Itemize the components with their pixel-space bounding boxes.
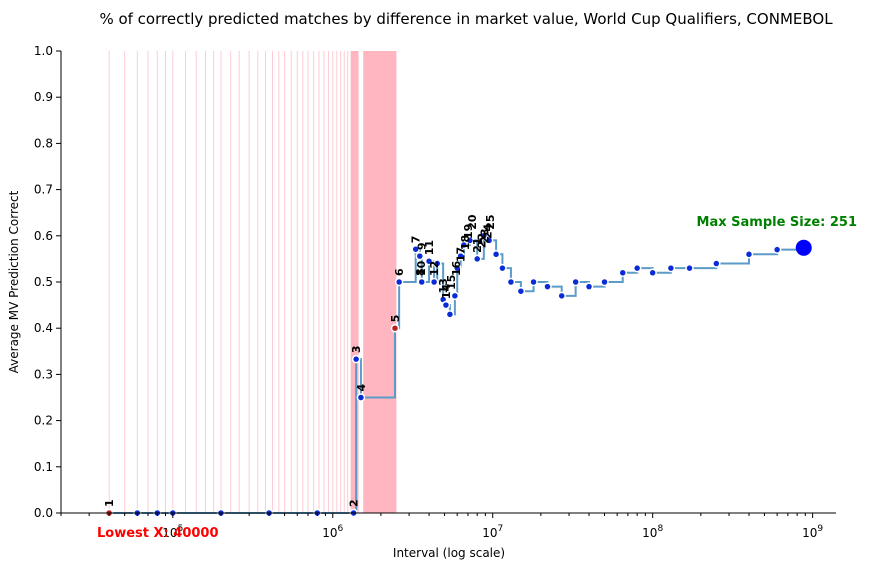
data-point: [351, 354, 361, 364]
index-label: 25: [484, 214, 497, 229]
data-point: [491, 250, 501, 259]
data-point: [557, 291, 566, 301]
data-point: [432, 259, 442, 268]
index-label: 24: [482, 223, 495, 239]
data-point: [441, 300, 451, 310]
data-point: [685, 263, 694, 273]
data-point: [498, 263, 507, 273]
index-label: 15: [445, 275, 458, 290]
y-tick-label: 0.1: [34, 460, 53, 474]
index-label: 6: [393, 268, 406, 276]
data-point: [452, 263, 462, 273]
index-labels: 1 234567891011121314151617181920212223242…: [103, 214, 497, 507]
index-label: 14: [440, 283, 453, 299]
data-point: [584, 282, 594, 291]
y-tick-label: 0.3: [34, 367, 53, 381]
data-point: [465, 236, 475, 245]
data-point: [356, 393, 366, 402]
data-point: [744, 250, 754, 259]
x-tick-label: 106: [322, 524, 343, 540]
x-tick-label: 107: [482, 524, 503, 540]
index-label: 7: [410, 236, 423, 244]
x-tick-label: 108: [642, 524, 663, 540]
data-point: [712, 259, 721, 268]
index-label: 13: [437, 278, 450, 293]
x-tick-label: 109: [802, 524, 823, 540]
data-point: [424, 256, 434, 266]
index-label: 1: [103, 499, 116, 507]
x-tick-label: 105: [162, 524, 183, 540]
data-point: [479, 231, 489, 241]
data-point: [666, 263, 676, 273]
data-point: [411, 244, 420, 254]
highlight-regions: [350, 51, 397, 513]
index-label: 8: [414, 268, 427, 276]
data-point: [394, 277, 404, 287]
index-label: 20: [466, 214, 479, 230]
max-sample-annotation: Max Sample Size: 251: [697, 215, 857, 230]
index-label: 3: [350, 345, 363, 353]
index-label: 4: [355, 384, 368, 392]
data-point: [648, 268, 657, 278]
y-tick-label: 0.2: [34, 414, 53, 428]
index-label: 11: [423, 240, 436, 255]
data-point: [445, 310, 455, 319]
red-marker: [390, 323, 400, 333]
y-tick-label: 1.0: [34, 44, 53, 58]
index-label: 19: [462, 224, 475, 239]
y-tick-label: 0.7: [34, 183, 53, 197]
y-tick-label: 0.0: [34, 506, 53, 520]
data-point: [506, 277, 516, 287]
data-point: [429, 277, 439, 287]
data-point: [529, 277, 538, 287]
data-point: [417, 277, 426, 287]
max-sample-marker: [795, 239, 812, 256]
index-label: 17: [455, 247, 468, 262]
index-label: 2: [348, 499, 361, 507]
y-tick-label: 0.5: [34, 275, 53, 289]
y-tick-label: 0.4: [34, 321, 53, 335]
data-point: [543, 282, 552, 291]
y-tick-label: 0.6: [34, 229, 53, 243]
data-point: [600, 277, 609, 287]
data-point: [484, 236, 494, 245]
index-label: 23: [479, 228, 492, 243]
pink-vertical-lines: [108, 51, 352, 513]
data-point: [772, 245, 782, 254]
data-point: [415, 251, 425, 261]
index-label: 16: [450, 260, 463, 276]
y-tick-label: 0.9: [34, 90, 53, 104]
data-markers: [104, 231, 812, 518]
highlight-region: [363, 51, 397, 513]
data-point: [516, 286, 526, 296]
y-tick-label: 0.8: [34, 136, 53, 150]
data-point: [571, 277, 580, 287]
highlight-region: [350, 51, 359, 513]
index-label: 18: [459, 235, 472, 250]
data-point: [472, 254, 482, 264]
chart-title: % of correctly predicted matches by diff…: [99, 10, 833, 28]
y-axis-label: Average MV Prediction Correct: [7, 190, 21, 373]
index-label: 10: [415, 260, 428, 276]
data-point: [450, 291, 460, 301]
index-label: 21: [471, 238, 484, 253]
data-point: [459, 240, 469, 250]
data-point: [456, 251, 465, 261]
data-point: [618, 268, 627, 278]
lowest-x-annotation: Lowest X: 40000: [97, 526, 219, 541]
x-axis-label: Interval (log scale): [393, 546, 505, 560]
index-label: 9: [416, 242, 429, 250]
data-point: [632, 263, 642, 273]
index-label: 22: [475, 233, 488, 248]
index-label: 12: [428, 261, 441, 276]
index-label: 5: [389, 315, 402, 323]
